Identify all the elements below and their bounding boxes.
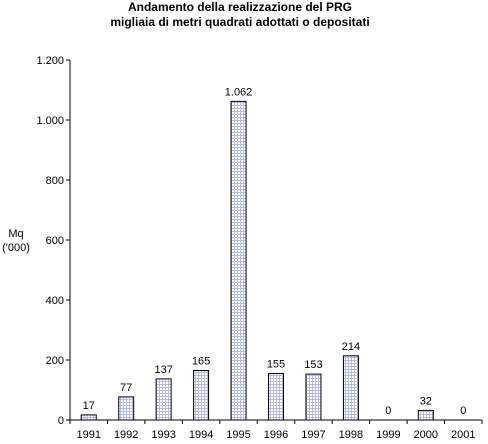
bar xyxy=(417,409,434,421)
x-tick-label: 1995 xyxy=(226,429,250,441)
y-tick-label: 400 xyxy=(46,295,64,307)
data-label: 0 xyxy=(385,405,391,417)
data-label: 1.062 xyxy=(225,86,253,98)
y-tick-label: 600 xyxy=(46,235,64,247)
x-tick-label: 1991 xyxy=(76,429,100,441)
x-tick-label: 1992 xyxy=(114,429,138,441)
chart-title: Andamento della realizzazione del PRG xyxy=(128,0,352,14)
x-tick-label: 1997 xyxy=(301,429,325,441)
data-labels: 17 77 137 165 1.062 155 153 214 0 32 0 xyxy=(83,86,467,417)
bar xyxy=(80,414,97,421)
x-tick-label: 2000 xyxy=(414,429,438,441)
x-tick-label: 2001 xyxy=(451,429,475,441)
data-label: 155 xyxy=(267,359,285,371)
x-tick-label: 1994 xyxy=(189,429,213,441)
data-label: 0 xyxy=(460,405,466,417)
y-axis-ticks: 0 200 400 600 800 1.000 1.200 xyxy=(36,55,70,427)
x-tick-label: 1993 xyxy=(151,429,175,441)
data-label: 77 xyxy=(120,382,132,394)
y-tick-label: 800 xyxy=(46,175,64,187)
data-label: 32 xyxy=(420,395,432,407)
x-axis-ticks: 1991 1992 1993 1994 1995 1996 1997 1998 1999 2000… xyxy=(69,420,483,441)
bar xyxy=(155,378,172,421)
y-tick-label: 0 xyxy=(58,415,64,427)
bar xyxy=(230,100,247,421)
bar xyxy=(342,355,359,421)
y-tick-label: 200 xyxy=(46,355,64,367)
bar xyxy=(305,373,322,421)
y-tick-label: 1.200 xyxy=(36,55,64,67)
data-label: 17 xyxy=(83,400,95,412)
bar xyxy=(268,373,284,421)
y-axis-label-line1: Mq xyxy=(8,228,23,240)
x-tick-label: 1996 xyxy=(264,429,288,441)
y-axis-label-line2: ('000) xyxy=(2,242,30,254)
data-label: 137 xyxy=(154,364,172,376)
data-label: 214 xyxy=(342,341,360,353)
bar xyxy=(118,396,135,421)
data-label: 153 xyxy=(304,359,322,371)
y-tick-label: 1.000 xyxy=(36,115,64,127)
bar xyxy=(193,370,210,421)
chart-subtitle: migliaia di metri quadrati adottati o de… xyxy=(110,15,369,29)
bars xyxy=(80,100,434,421)
x-tick-label: 1998 xyxy=(339,429,363,441)
x-tick-label: 1999 xyxy=(376,429,400,441)
data-label: 165 xyxy=(192,356,210,368)
